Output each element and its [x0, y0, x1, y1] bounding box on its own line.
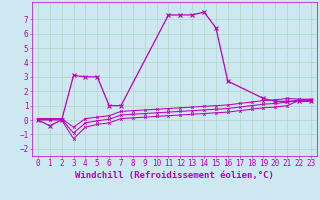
X-axis label: Windchill (Refroidissement éolien,°C): Windchill (Refroidissement éolien,°C) [75, 171, 274, 180]
